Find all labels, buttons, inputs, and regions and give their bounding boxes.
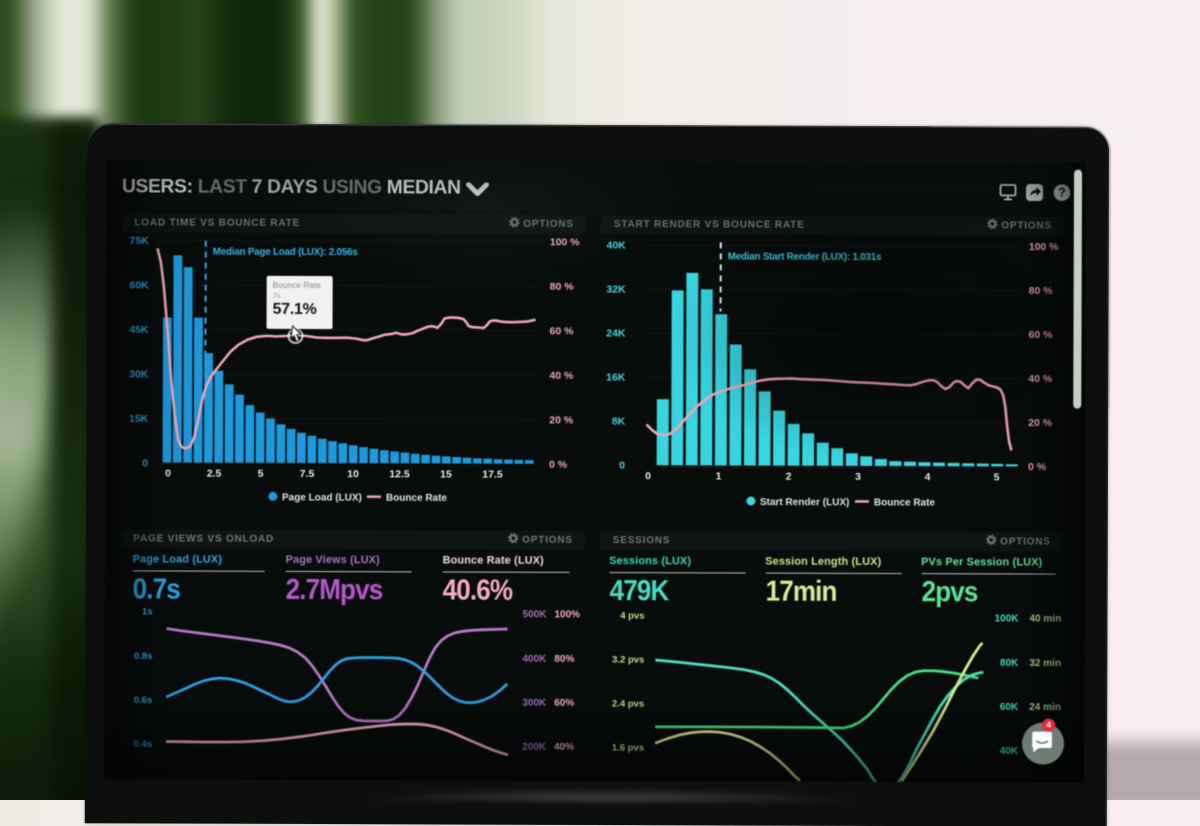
svg-text:60K: 60K <box>129 279 149 291</box>
svg-text:2.4 pvs: 2.4 pvs <box>612 698 644 709</box>
svg-text:8K: 8K <box>612 415 626 427</box>
svg-text:1s: 1s <box>142 606 153 617</box>
svg-text:0.4s: 0.4s <box>134 738 153 749</box>
svg-text:4: 4 <box>925 471 931 483</box>
svg-text:5: 5 <box>994 471 1000 483</box>
svg-text:60 %: 60 % <box>1028 329 1053 341</box>
svg-text:Page Load (LUX): Page Load (LUX) <box>282 492 362 503</box>
svg-text:24 min: 24 min <box>1029 702 1061 713</box>
svg-text:45K: 45K <box>129 323 149 335</box>
svg-text:15K: 15K <box>129 412 149 424</box>
svg-text:0: 0 <box>645 470 651 482</box>
svg-text:24K: 24K <box>606 327 626 339</box>
svg-text:17.5: 17.5 <box>482 468 503 480</box>
svg-text:Bounce Rate: Bounce Rate <box>874 497 936 508</box>
svg-text:60%: 60% <box>554 697 574 708</box>
svg-text:Start Render (LUX): Start Render (LUX) <box>760 497 849 508</box>
svg-text:3.2 pvs: 3.2 pvs <box>612 654 644 665</box>
svg-text:40 %: 40 % <box>1028 373 1053 385</box>
svg-text:80 %: 80 % <box>1029 285 1054 297</box>
svg-text:0.6s: 0.6s <box>134 694 153 705</box>
svg-text:100 %: 100 % <box>1029 241 1059 253</box>
svg-text:80%: 80% <box>554 653 574 664</box>
svg-text:100%: 100% <box>554 609 580 620</box>
svg-text:1.6 pvs: 1.6 pvs <box>612 742 644 753</box>
svg-text:10: 10 <box>347 468 359 480</box>
svg-text:300K: 300K <box>522 697 547 708</box>
svg-text:0 %: 0 % <box>549 458 568 470</box>
svg-text:7.5: 7.5 <box>300 467 315 479</box>
svg-text:200K: 200K <box>522 741 547 752</box>
svg-text:80K: 80K <box>1000 657 1019 668</box>
svg-text:40K: 40K <box>607 239 627 251</box>
svg-text:Bounce Rate: Bounce Rate <box>386 492 448 503</box>
svg-text:60K: 60K <box>1000 701 1019 712</box>
svg-text:40 min: 40 min <box>1029 613 1061 624</box>
svg-text:4 pvs: 4 pvs <box>620 610 644 621</box>
svg-text:2.5: 2.5 <box>207 467 222 479</box>
svg-text:1: 1 <box>716 470 722 482</box>
svg-text:75K: 75K <box>130 234 150 246</box>
svg-text:32K: 32K <box>606 283 626 295</box>
svg-text:500K: 500K <box>523 609 548 620</box>
svg-text:40%: 40% <box>554 741 574 752</box>
svg-text:?: ? <box>1058 185 1066 199</box>
svg-text:2: 2 <box>786 470 792 482</box>
svg-text:80 %: 80 % <box>550 280 575 292</box>
svg-text:32 min: 32 min <box>1029 658 1061 669</box>
svg-text:3: 3 <box>855 470 861 482</box>
svg-text:0 %: 0 % <box>1028 461 1047 473</box>
svg-text:400K: 400K <box>522 653 547 664</box>
svg-text:100K: 100K <box>995 613 1020 624</box>
svg-text:40 %: 40 % <box>549 369 574 381</box>
svg-text:12.5: 12.5 <box>389 468 410 480</box>
svg-text:0: 0 <box>619 459 625 471</box>
svg-text:30K: 30K <box>129 368 149 380</box>
svg-text:16K: 16K <box>606 371 626 383</box>
svg-text:15: 15 <box>440 468 452 480</box>
svg-text:60 %: 60 % <box>549 325 574 337</box>
svg-text:100 %: 100 % <box>550 236 580 248</box>
svg-text:0.8s: 0.8s <box>134 650 153 661</box>
svg-text:Median Start Render (LUX): 1.0: Median Start Render (LUX): 1.031s <box>728 251 882 263</box>
svg-text:0: 0 <box>142 457 148 469</box>
svg-text:Median Page Load (LUX): 2.056s: Median Page Load (LUX): 2.056s <box>213 246 359 258</box>
svg-text:5: 5 <box>258 467 264 479</box>
svg-text:0: 0 <box>165 467 171 479</box>
svg-text:20 %: 20 % <box>549 414 574 426</box>
svg-text:40K: 40K <box>1000 745 1019 756</box>
svg-text:20 %: 20 % <box>1028 417 1053 429</box>
